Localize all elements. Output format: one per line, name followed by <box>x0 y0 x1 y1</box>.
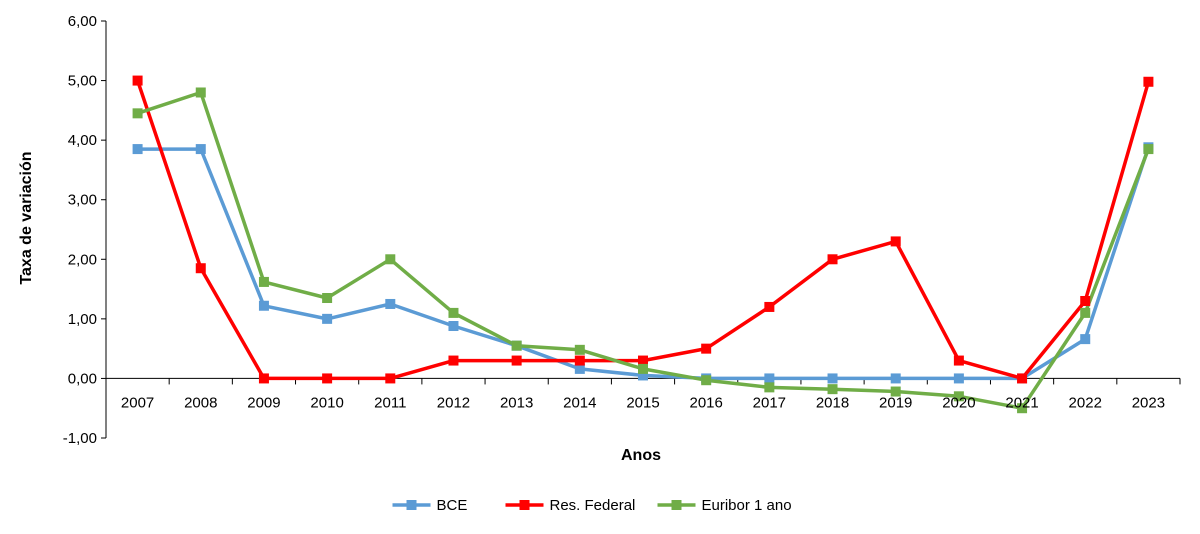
x-tick-label: 2021 <box>1005 394 1038 411</box>
x-tick-label: 2012 <box>437 394 470 411</box>
x-tick-label: 2016 <box>689 394 722 411</box>
x-tick-label: 2009 <box>247 394 280 411</box>
x-tick-label: 2011 <box>374 394 406 411</box>
data-point <box>322 293 333 304</box>
y-tick-label: 5,00 <box>68 73 97 90</box>
data-point <box>574 344 585 355</box>
series-markers <box>132 75 1154 414</box>
data-point <box>1080 307 1091 318</box>
data-point <box>701 375 712 386</box>
x-tick-label: 2022 <box>1069 394 1102 411</box>
x-tick-label: 2019 <box>879 394 912 411</box>
data-point <box>511 355 522 366</box>
x-tick-label: 2018 <box>816 394 849 411</box>
data-point <box>890 386 901 397</box>
legend-item: Res. Federal <box>505 497 636 514</box>
data-point <box>764 301 775 312</box>
data-point <box>574 355 585 366</box>
x-tick-label: 2023 <box>1132 394 1165 411</box>
data-point <box>258 276 269 287</box>
x-tick-label: 2017 <box>753 394 786 411</box>
data-point <box>195 144 206 155</box>
data-point <box>132 75 143 86</box>
data-point <box>638 355 648 366</box>
x-tick-label: 2010 <box>310 394 343 411</box>
data-point <box>1080 334 1091 345</box>
data-point <box>385 298 396 309</box>
data-point <box>764 373 775 384</box>
data-point <box>890 373 901 384</box>
legend-label: BCE <box>437 497 468 514</box>
data-point <box>1017 403 1028 414</box>
tick-labels: -1,00 0,00 1,00 2,00 3,00 4,00 5,00 6,00 2007 200… <box>63 13 1165 447</box>
legend-label: Res. Federal <box>550 497 636 514</box>
legend-swatch-marker <box>671 500 682 510</box>
data-point <box>638 370 648 381</box>
data-point <box>385 373 396 384</box>
data-point <box>322 313 333 324</box>
legend-item: Euribor 1 ano <box>657 497 792 514</box>
data-point <box>448 307 459 318</box>
data-point <box>132 144 143 155</box>
data-point <box>827 373 838 384</box>
y-tick-label: 4,00 <box>68 132 97 149</box>
data-point <box>385 254 396 265</box>
legend-label: Euribor 1 ano <box>702 497 792 514</box>
data-point <box>448 355 459 366</box>
data-point <box>701 343 712 354</box>
y-tick-label: -1,00 <box>63 430 97 447</box>
data-point <box>1143 76 1154 87</box>
y-tick-label: 2,00 <box>68 251 97 268</box>
data-point <box>258 300 269 311</box>
data-point <box>195 87 206 98</box>
x-tick-label: 2015 <box>626 394 659 411</box>
data-point <box>953 391 964 402</box>
data-point <box>132 108 143 119</box>
data-point <box>511 340 522 351</box>
series-line-0 <box>135 145 1151 381</box>
x-tick-label: 2020 <box>942 394 975 411</box>
data-point <box>827 384 838 395</box>
data-point <box>953 355 964 366</box>
data-point <box>953 373 964 384</box>
x-tick-label: 2013 <box>500 394 533 411</box>
x-tick-label: 2007 <box>121 394 154 411</box>
data-point <box>1143 144 1154 155</box>
data-point <box>448 321 459 332</box>
data-point <box>574 363 585 374</box>
data-point <box>322 373 333 384</box>
y-tick-label: 0,00 <box>68 370 97 387</box>
data-point <box>764 382 775 393</box>
legend-item: BCE <box>392 497 468 514</box>
x-tick-label: 2008 <box>184 394 217 411</box>
series-line-1 <box>135 78 1151 381</box>
data-point <box>827 254 838 265</box>
data-point <box>890 236 901 247</box>
data-point <box>195 263 206 274</box>
legend-swatch-marker <box>519 500 530 510</box>
x-tick-label: 2014 <box>563 394 596 411</box>
y-tick-label: 6,00 <box>68 13 97 30</box>
x-axis-title: Anos <box>621 447 661 464</box>
y-tick-label: 1,00 <box>68 311 97 328</box>
legend: BCE Res. Federal Euribor 1 ano <box>392 497 792 514</box>
data-point <box>258 373 269 384</box>
data-point <box>1017 373 1028 384</box>
y-tick-label: 3,00 <box>68 192 97 209</box>
y-axis-title: Taxa de variación <box>18 151 35 284</box>
data-point <box>638 363 648 374</box>
legend-swatch-marker <box>406 500 417 510</box>
data-point <box>1080 295 1091 306</box>
